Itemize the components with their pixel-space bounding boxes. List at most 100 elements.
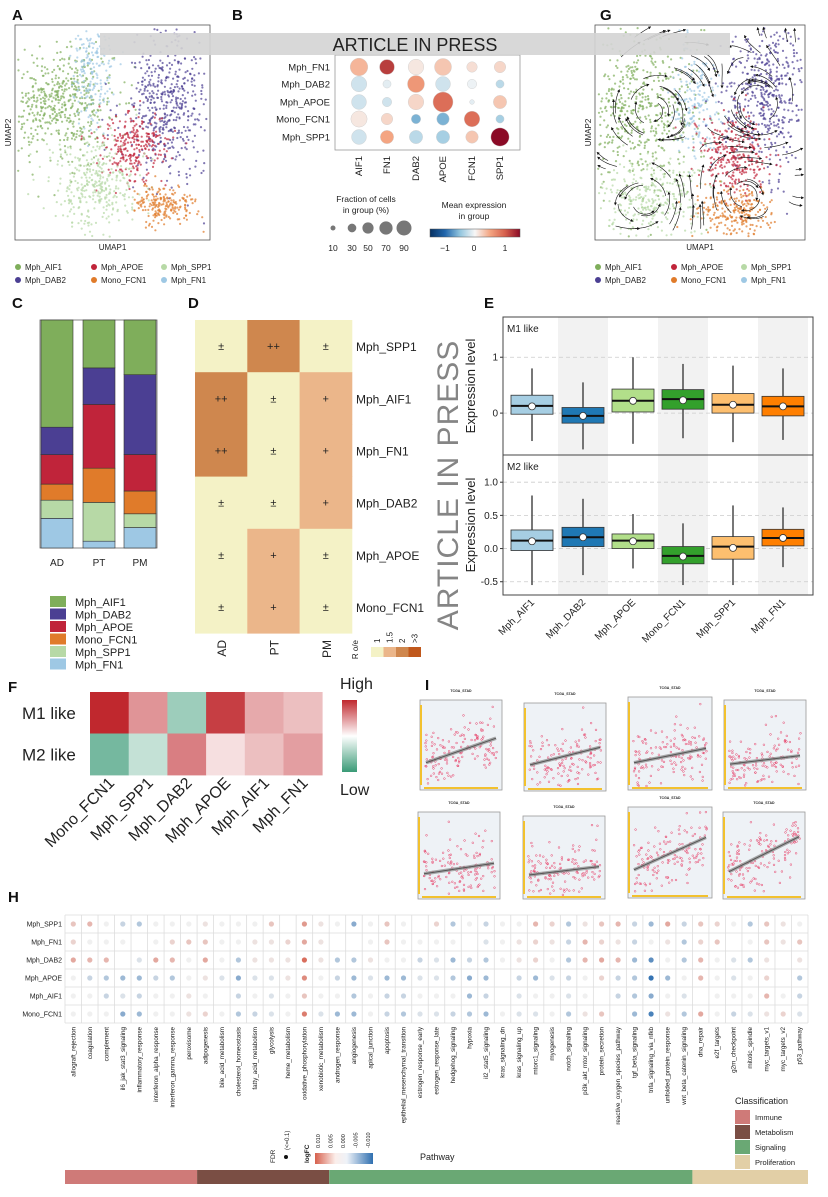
umap-point [68,58,71,61]
umap-point [609,105,613,108]
umap-point [647,222,651,225]
umap-point [601,182,604,185]
umap-point [90,163,93,166]
scatter-point [666,743,669,746]
size-legend-label: 90 [399,243,409,253]
umap-point [629,147,633,150]
umap-point [642,208,645,211]
scatter-point [441,739,445,742]
umap-point [752,114,755,117]
umap-point [737,137,740,140]
umap-point [140,67,143,70]
umap-point [57,189,60,192]
umap-point [693,89,696,92]
umap-point [156,96,159,99]
umap-point [181,85,184,88]
umap-point [40,91,43,94]
umap-point [83,233,87,236]
umap-point [751,90,754,93]
umap-point [681,138,684,141]
scatter-point [463,726,466,729]
umap-point [115,176,118,179]
umap-point [725,233,728,236]
expression-dot [407,75,425,93]
umap-point [147,138,150,142]
scatter-point [434,764,437,767]
umap-point [123,198,126,201]
velocity-streamline [688,174,692,199]
umap-point [74,156,77,159]
umap-point [78,169,81,172]
umap-point [718,136,721,139]
scatter-point [447,740,451,743]
umap-point [124,204,127,207]
umap-point [167,76,170,79]
umap-point [169,209,173,212]
box [761,368,805,440]
umap-point [720,221,723,224]
umap-point [148,222,151,225]
umap-point [761,132,764,135]
legend-item: Mono_FCN1 [50,633,137,647]
velocity-streamline [795,167,803,171]
umap-point [661,89,665,92]
scatter-point [588,745,592,748]
scatter-point [691,778,694,781]
umap-point [639,210,643,213]
umap-point [726,227,729,230]
umap-point [76,157,80,160]
velocity-streamline [728,44,752,53]
umap-point [612,169,616,172]
umap-point [624,31,627,34]
umap-point [705,62,708,65]
umap-point [57,76,60,79]
umap-point [78,73,82,76]
umap-point [651,152,654,155]
umap-point [176,97,179,100]
umap-point [200,97,203,100]
x-tick-label: PT [93,558,106,569]
umap-point [654,60,657,64]
umap-point [179,136,182,139]
umap-point [80,65,83,68]
scatter-frame [523,702,607,792]
umap-point [751,159,754,162]
umap-point [693,62,696,66]
umap-point [49,156,52,159]
umap-point [36,113,39,116]
umap-point [647,101,650,104]
umap-point [189,198,193,201]
umap-point [663,123,666,127]
umap-point [757,155,760,158]
umap-point [635,180,638,183]
umap-point [57,101,60,104]
umap-point [134,173,137,176]
umap-point [761,181,764,184]
umap-point [165,64,169,67]
umap-point [136,201,139,204]
umap-point [69,66,72,69]
row-label: Mph_FN1 [356,445,409,459]
umap-point [73,96,76,99]
umap-point [628,202,631,206]
umap-point [751,163,754,166]
umap-point [172,146,175,149]
umap-point [182,158,185,161]
scatter-point [545,766,549,770]
umap-point [43,112,46,115]
umap-point [22,109,26,112]
umap-point [650,173,653,176]
rug-y [628,702,630,785]
umap-point [117,145,120,148]
umap-point [604,73,607,76]
umap-point [721,138,724,141]
umap-point [790,118,793,121]
umap-point [745,40,748,43]
umap-point [721,122,724,125]
scatter-point [699,702,702,706]
umap-point [80,227,83,230]
umap-point [782,116,785,119]
bar-segment [123,454,157,492]
umap-point [80,137,83,140]
